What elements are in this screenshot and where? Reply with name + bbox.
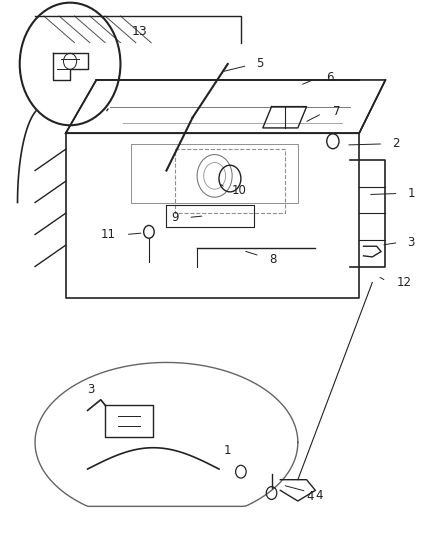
Text: 11: 11 [101,228,116,241]
Text: 3: 3 [87,383,94,395]
Text: 13: 13 [131,26,147,38]
Text: 7: 7 [333,106,340,118]
Text: 6: 6 [326,71,334,84]
Text: 4: 4 [307,490,314,503]
Text: 8: 8 [269,253,277,266]
Text: 5: 5 [256,58,264,70]
Text: 10: 10 [232,184,247,197]
Text: 1: 1 [407,187,415,200]
Text: 12: 12 [396,276,411,289]
Text: 3: 3 [407,236,415,249]
Text: 9: 9 [171,211,179,224]
Text: 2: 2 [392,138,399,150]
Text: 1: 1 [224,444,232,457]
Text: 4: 4 [315,489,323,502]
